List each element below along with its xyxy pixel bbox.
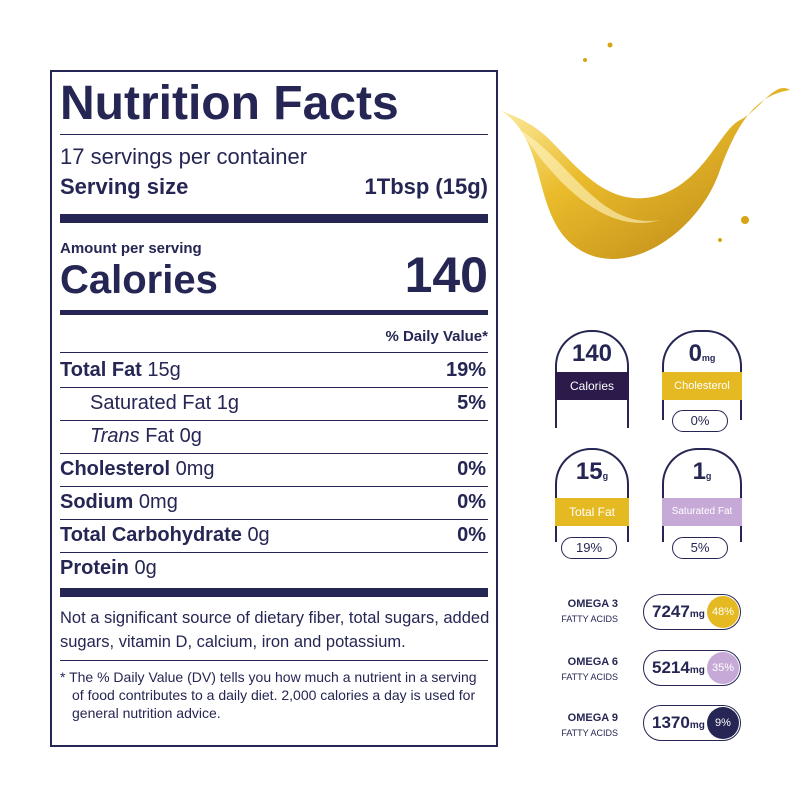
- nutrient-name: Saturated Fat: [90, 392, 212, 414]
- rule: [60, 352, 488, 353]
- oil-splash: [500, 42, 790, 259]
- value: 0: [688, 340, 702, 367]
- omega-name: OMEGA 3: [567, 598, 618, 610]
- calories-label: Calories: [60, 258, 218, 302]
- nutrient-amount: 15g: [147, 359, 181, 381]
- nutrient-amount: 0mg: [138, 491, 178, 513]
- nutrient-name: Protein: [60, 557, 129, 579]
- omega-value: 1370: [652, 713, 690, 732]
- value: 15: [575, 458, 603, 485]
- nutrient-row: Sodium 0mg 0%: [60, 487, 488, 517]
- badge-value: 140: [557, 340, 627, 368]
- servings: 17 servings per container: [60, 144, 308, 169]
- badge: 140 Calories: [555, 330, 629, 428]
- badge-value: 15g: [557, 458, 627, 486]
- value: 1: [692, 458, 706, 485]
- badge-dv: 19%: [561, 537, 617, 559]
- nutrient-row: Cholesterol 0mg 0%: [60, 454, 488, 484]
- omega-value: 5214: [652, 658, 690, 677]
- unit: g: [602, 471, 609, 481]
- serving-size-value: 1Tbsp (15g): [364, 174, 488, 199]
- omega-unit: mg: [689, 609, 705, 620]
- nutrient-row: Total Fat 15g 19%: [60, 355, 488, 385]
- nutrient-amount: 0g: [134, 557, 157, 579]
- rule: [60, 134, 488, 135]
- rule: [60, 214, 488, 223]
- omega-sub: FATTY ACIDS: [561, 728, 618, 738]
- nutrient-name: Fat: [145, 425, 175, 447]
- badge-label: Total Fat: [555, 498, 629, 526]
- nutrient-dv: 19%: [445, 359, 486, 381]
- badge: 15g Total Fat: [555, 448, 629, 542]
- rule: [60, 420, 488, 421]
- omega-name: OMEGA 6: [567, 656, 618, 668]
- omega-name: OMEGA 9: [567, 712, 618, 724]
- calories-value: 140: [404, 247, 488, 303]
- footnote: * The % Daily Value (DV) tells you how m…: [60, 669, 477, 721]
- nutrient-name: Cholesterol: [60, 458, 171, 480]
- rule: [60, 310, 488, 315]
- badge-value: 1g: [664, 458, 740, 486]
- rule: [60, 552, 488, 553]
- nutrient-dv: 0%: [457, 458, 486, 480]
- rule: [60, 486, 488, 487]
- omega-sub: FATTY ACIDS: [561, 672, 618, 682]
- dv-header: % Daily Value*: [385, 328, 488, 345]
- omega-pct: 9%: [707, 707, 739, 739]
- badge: 0mg Cholesterol: [662, 330, 742, 420]
- nutrient-row: Protein 0g: [60, 553, 488, 583]
- rule: [60, 519, 488, 520]
- nutrient-name: Total Carbohydrate: [60, 524, 242, 546]
- rule: [60, 588, 488, 597]
- badge-label: Saturated Fat: [662, 498, 742, 526]
- badge-dv: 5%: [672, 537, 728, 559]
- omega-sub: FATTY ACIDS: [561, 614, 618, 624]
- nutrient-row: Saturated Fat 1g 5%: [60, 388, 488, 418]
- note: Not a significant source of dietary fibe…: [60, 609, 490, 651]
- rule: [60, 387, 488, 388]
- unit: mg: [701, 353, 716, 363]
- nutrient-prefix: Trans: [90, 425, 140, 447]
- nutrient-row: Trans Fat 0g: [60, 421, 488, 451]
- nutrient-name: Sodium: [60, 491, 134, 513]
- amount-per-serving: Amount per serving: [60, 240, 202, 257]
- nutrient-dv: 0%: [457, 491, 486, 513]
- unit: g: [705, 471, 712, 481]
- value: 140: [571, 340, 613, 367]
- badge: 1g Saturated Fat: [662, 448, 742, 542]
- rule: [60, 660, 488, 661]
- omega-pill: 1370mg 9%: [643, 705, 741, 741]
- serving-size-label: Serving size: [60, 174, 189, 199]
- nutrient-amount: 0g: [247, 524, 270, 546]
- omega-pct: 35%: [707, 652, 739, 684]
- badge-label: Calories: [555, 372, 629, 400]
- rule: [60, 453, 488, 454]
- nutrient-dv: 5%: [457, 392, 486, 414]
- nutrient-amount: 0g: [179, 425, 202, 447]
- omega-pill: 7247mg 48%: [643, 594, 741, 630]
- badge-value: 0mg: [664, 340, 740, 368]
- nutrient-row: Total Carbohydrate 0g 0%: [60, 520, 488, 550]
- omega-unit: mg: [689, 720, 705, 731]
- badge-label: Cholesterol: [662, 372, 742, 400]
- omega-pill: 5214mg 35%: [643, 650, 741, 686]
- omega-value: 7247: [652, 602, 690, 621]
- nutrient-amount: 1g: [216, 392, 239, 414]
- omega-unit: mg: [689, 665, 705, 676]
- badge-dv: 0%: [672, 410, 728, 432]
- omega-pct: 48%: [707, 596, 739, 628]
- label-border: [50, 70, 498, 747]
- label-title: Nutrition Facts: [60, 77, 399, 130]
- nutrient-dv: 0%: [457, 524, 486, 546]
- nutrient-amount: 0mg: [175, 458, 215, 480]
- nutrient-name: Total Fat: [60, 359, 142, 381]
